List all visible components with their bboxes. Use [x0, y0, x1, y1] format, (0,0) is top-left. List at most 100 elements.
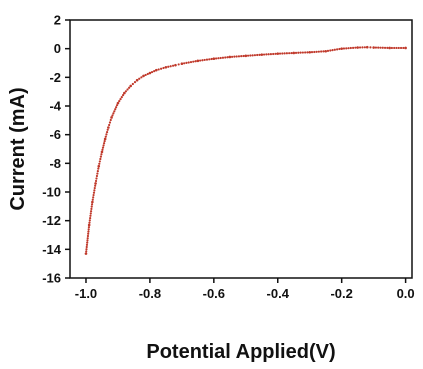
data-point-fill	[128, 86, 131, 89]
data-point-fill	[233, 55, 236, 58]
data-point-fill	[278, 52, 282, 55]
y-tick-label: -8	[49, 156, 61, 171]
data-series	[84, 45, 407, 255]
y-axis-title: Current (mA)	[7, 87, 29, 210]
data-point-fill	[215, 57, 218, 60]
data-point	[196, 59, 200, 63]
data-point	[372, 46, 375, 49]
data-point-fill	[105, 130, 109, 134]
data-point	[212, 57, 216, 60]
data-point-fill	[251, 54, 254, 57]
data-point-fill	[192, 60, 195, 63]
data-point-fill	[86, 241, 89, 244]
data-point-fill	[306, 51, 309, 54]
data-point	[100, 150, 104, 154]
data-point-fill	[297, 51, 300, 54]
plot-frame	[69, 19, 413, 279]
data-point-fill	[285, 52, 288, 55]
data-point-fill	[399, 46, 403, 50]
data-point-fill	[299, 51, 302, 54]
data-point-fill	[88, 219, 91, 222]
data-point-fill	[103, 140, 106, 143]
data-point-fill	[265, 53, 268, 56]
data-point-fill	[256, 53, 259, 57]
data-point-fill	[86, 234, 90, 238]
data-point-fill	[393, 46, 396, 50]
data-point-fill	[237, 55, 241, 58]
y-tick-label: 2	[54, 13, 61, 28]
data-point-fill	[267, 53, 270, 56]
data-point-fill	[146, 72, 149, 76]
data-point-fill	[315, 50, 318, 53]
data-point	[116, 101, 120, 105]
data-point-fill	[98, 160, 101, 163]
data-point-fill	[189, 60, 193, 64]
data-point	[244, 54, 248, 58]
data-point-fill	[363, 46, 366, 49]
data-point-fill	[87, 228, 90, 231]
data-point-fill	[102, 144, 105, 147]
data-point-fill	[114, 108, 117, 111]
data-point	[308, 50, 312, 54]
data-point-fill	[336, 48, 339, 51]
data-point-fill	[313, 50, 316, 54]
data-point-fill	[109, 118, 112, 122]
data-point-fill	[383, 46, 387, 49]
data-point-fill	[153, 70, 156, 73]
data-point	[404, 46, 407, 50]
data-point-fill	[92, 191, 96, 194]
data-point-fill	[317, 50, 320, 53]
data-point-fill	[90, 203, 94, 206]
data-point-fill	[345, 47, 348, 50]
data-point-fill	[92, 193, 95, 197]
data-point-fill	[167, 65, 170, 68]
data-point-fill	[253, 54, 257, 57]
data-point	[260, 53, 264, 56]
data-point	[276, 52, 280, 55]
data-point-fill	[351, 46, 355, 49]
data-point-fill	[272, 52, 275, 56]
data-point-fill	[118, 100, 121, 103]
x-tick-label: -0.2	[330, 286, 352, 301]
x-tick-label: -0.4	[267, 286, 290, 301]
data-point-fill	[288, 52, 291, 55]
data-point-fill	[108, 121, 112, 124]
data-point-fill	[120, 96, 123, 99]
data-point-fill	[219, 56, 222, 60]
data-point-fill	[361, 46, 364, 49]
data-point-fill	[386, 46, 389, 49]
data-point-fill	[221, 56, 225, 59]
data-point-fill	[121, 94, 125, 97]
data-point-fill	[124, 90, 128, 93]
data-point-fill	[99, 157, 102, 161]
data-point-fill	[203, 58, 206, 62]
data-point-fill	[349, 46, 352, 50]
data-point-fill	[96, 170, 99, 173]
x-tick-label: -0.8	[139, 286, 161, 301]
data-point-fill	[94, 184, 97, 187]
data-point-fill	[102, 142, 106, 145]
data-point-fill	[177, 63, 180, 66]
data-point-fill	[230, 55, 234, 58]
y-tick-label: 0	[54, 41, 61, 56]
data-point-fill	[101, 146, 105, 149]
data-point	[91, 200, 94, 204]
data-point-fill	[92, 196, 95, 199]
data-point	[174, 63, 177, 67]
x-axis-ticks: -1.0 -0.8 -0.6 -0.4 -0.2 0.0	[75, 278, 415, 301]
data-point-fill	[333, 48, 336, 51]
data-point-fill	[131, 82, 134, 86]
data-point-fill	[144, 73, 147, 77]
data-point-fill	[87, 230, 90, 233]
data-point-fill	[89, 212, 92, 215]
data-point	[123, 91, 126, 95]
data-point-fill	[100, 153, 103, 156]
data-point-fill	[133, 81, 137, 84]
data-point-fill	[194, 60, 197, 63]
data-point-fill	[210, 57, 213, 61]
data-point-fill	[85, 250, 88, 253]
data-point-fill	[106, 128, 109, 131]
data-point-fill	[98, 162, 101, 165]
data-point-fill	[329, 49, 332, 52]
data-point-fill	[95, 177, 98, 180]
